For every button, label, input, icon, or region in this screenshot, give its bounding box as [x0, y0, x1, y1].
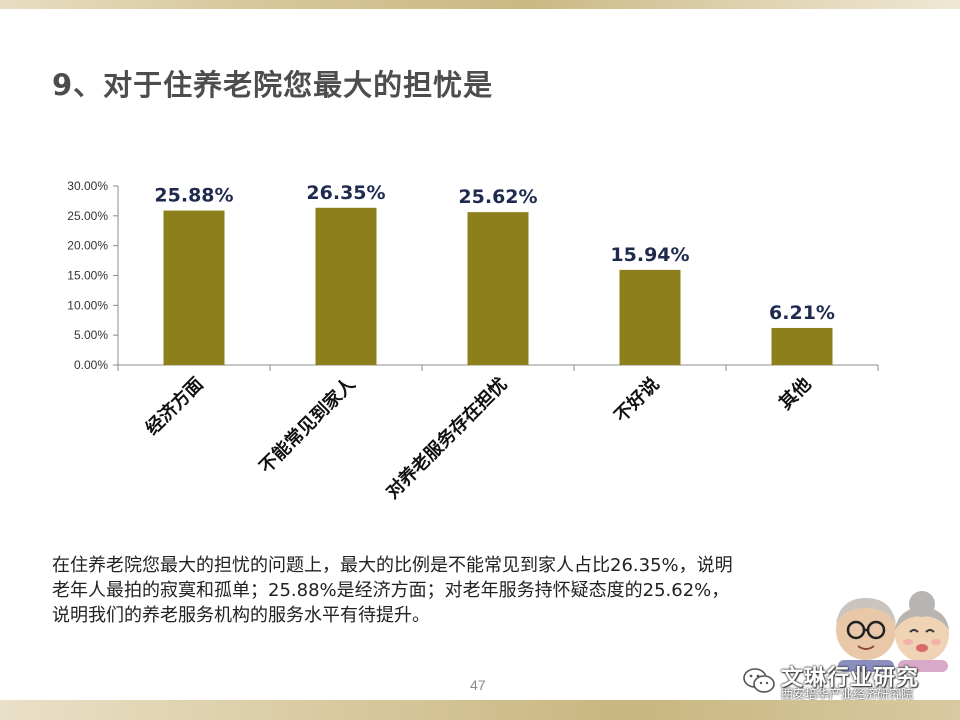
category-label: 对养老服务存在担忧 [381, 373, 511, 503]
y-tick-label: 15.00% [67, 269, 108, 283]
category-label: 不能常见到家人 [255, 372, 360, 477]
bar [619, 269, 681, 365]
bar [771, 327, 833, 365]
y-tick-label: 5.00% [74, 328, 108, 342]
bar [467, 212, 529, 365]
bar-value-label: 25.88% [154, 185, 233, 207]
bottom-decor-band [0, 700, 960, 720]
y-tick-label: 10.00% [67, 298, 108, 312]
category-label: 经济方面 [141, 373, 207, 439]
y-tick-label: 20.00% [67, 239, 108, 253]
bar-chart: 0.00% 5.00% 10.00% 15.00% 20.00% 25.00% 30.00%… [67, 179, 879, 503]
wechat-icon [743, 668, 775, 693]
bar [163, 210, 225, 365]
bar-value-label: 26.35% [306, 182, 385, 204]
summary-text: 在住养老院您最大的担忧的问题上，最大的比例是不能常见到家人占比26.35%，说明… [52, 555, 733, 626]
bar-value-label: 6.21% [769, 302, 835, 324]
wechat-badge: 文琳行业研究 西安培华产业经济研究院 [743, 663, 958, 703]
page-number: 47 [470, 677, 486, 693]
y-tick-label: 30.00% [67, 179, 108, 193]
slide-title: 9、对于住养老院您最大的担忧是 [52, 68, 494, 102]
elderly-couple-mascot [836, 591, 949, 672]
category-label: 不好说 [610, 373, 664, 427]
y-tick-label: 0.00% [74, 358, 108, 372]
brand-name: 文琳行业研究 [781, 666, 920, 691]
bar [315, 207, 377, 365]
y-tick-label: 25.00% [67, 209, 108, 223]
brand-subtitle: 西安培华产业经济研究院 [781, 687, 914, 701]
top-decor-band [0, 0, 960, 9]
bar-value-label: 15.94% [610, 244, 689, 266]
category-label: 其他 [775, 373, 816, 414]
bar-value-label: 25.62% [458, 186, 537, 208]
